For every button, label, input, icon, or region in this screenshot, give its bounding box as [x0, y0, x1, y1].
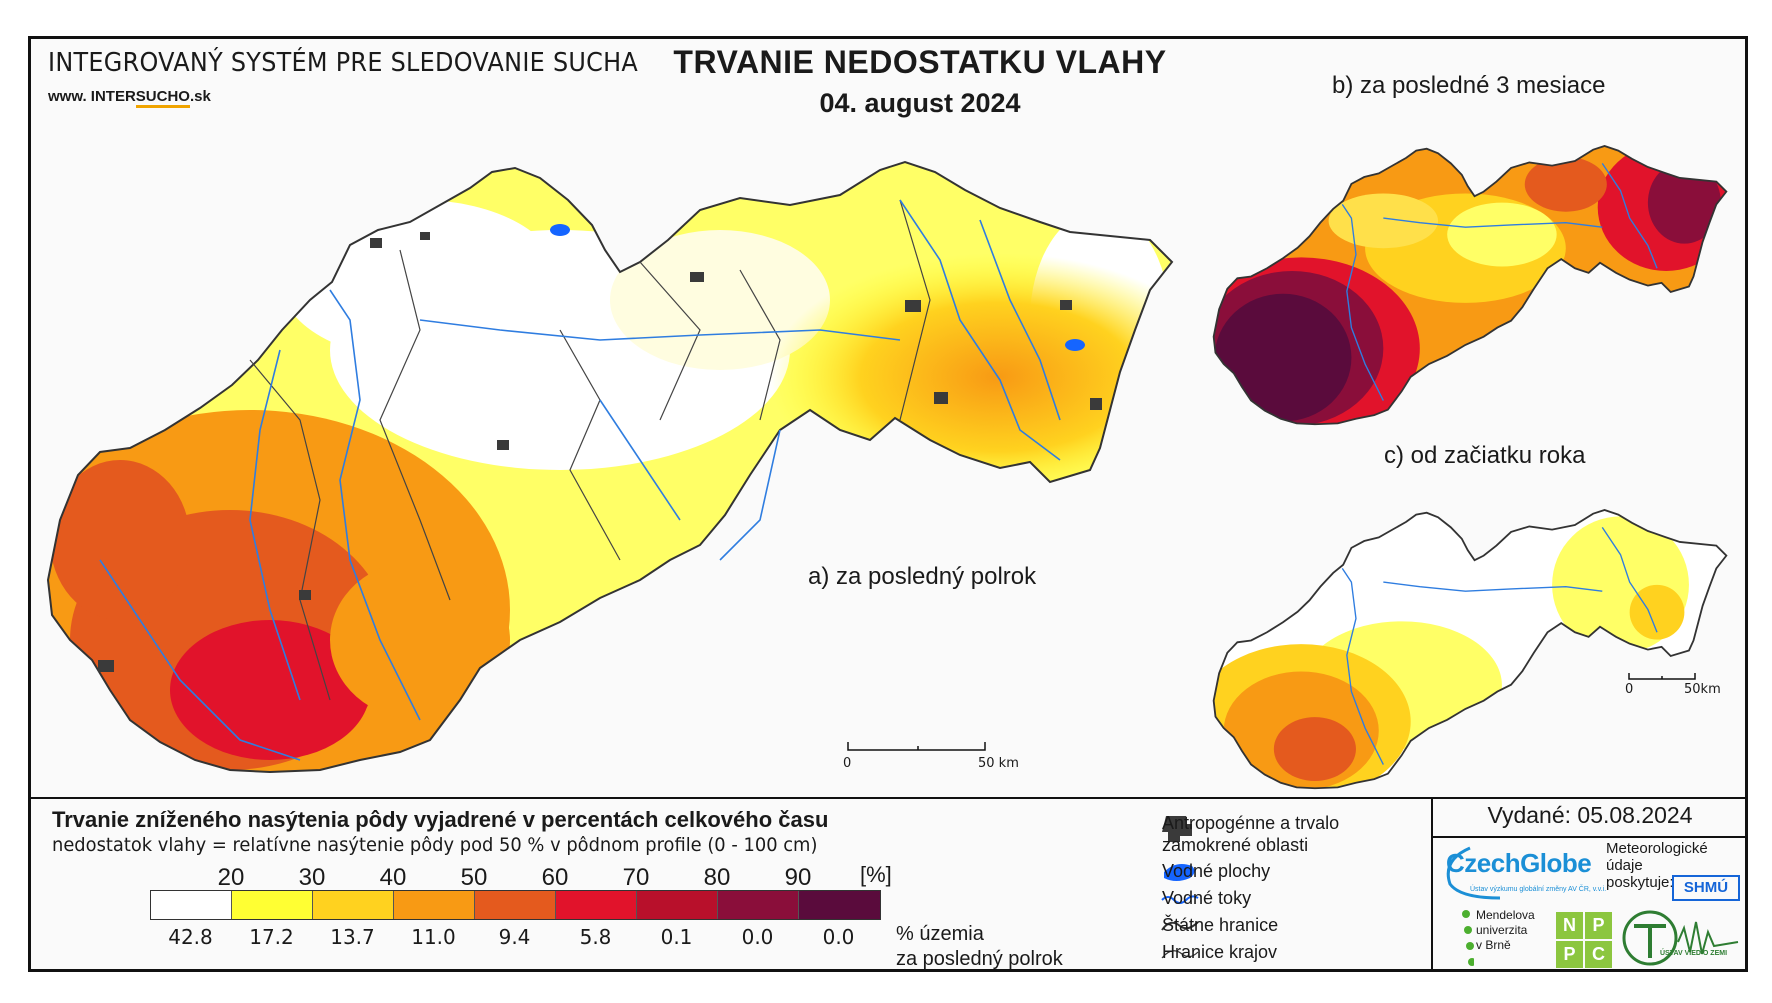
pct-label-line-2: za posledný polrok	[896, 948, 1063, 970]
map-date: 04. august 2024	[819, 88, 1021, 118]
legend-tick: 80	[703, 864, 731, 891]
legend-tick: 30	[298, 864, 326, 891]
system-title: INTEGROVANÝ SYSTÉM PRE SLEDOVANIE SUCHA	[48, 48, 639, 78]
mendel-logo: Mendelova univerzita v Brně	[1476, 908, 1535, 953]
colorbar-class	[313, 891, 394, 919]
nppc-letter: P	[1585, 912, 1612, 939]
url-suffix: .sk	[189, 88, 211, 105]
meteo-line-2: údaje	[1606, 857, 1643, 874]
mendel-line-2: univerzita	[1476, 923, 1528, 937]
pct-area-label: % územia za posledný polrok	[896, 922, 1063, 972]
footer-separator	[1431, 797, 1433, 972]
colorbar-class	[151, 891, 232, 919]
legend-percentage: 0.0	[822, 925, 855, 949]
label-b: b) za posledné 3 mesiace	[1332, 72, 1606, 99]
legend-tick: 20	[217, 864, 245, 891]
url-sucho: SUCHO	[135, 88, 190, 108]
nppc-logo: N P P C	[1556, 912, 1612, 968]
anthropogenic-icon	[1162, 816, 1192, 842]
czechglobe-subtitle: Ústav výzkumu globální změny AV ČR, v.v.…	[1470, 886, 1607, 893]
legend-tick: 70	[622, 864, 650, 891]
legend-percentage: 9.4	[498, 925, 531, 949]
czechglobe-logo-arc	[1446, 846, 1501, 900]
scale-a-zero: 0	[843, 756, 852, 771]
colorbar-class	[394, 891, 475, 919]
colorbar-class	[799, 891, 880, 919]
meteo-line-3: poskytuje:	[1606, 874, 1674, 891]
region-border-icon	[1161, 950, 1199, 959]
legend-water-bodies: Vodné plochy	[1162, 861, 1271, 881]
legend-percentage: 0.1	[660, 925, 693, 949]
pct-label-line-1: % územia	[896, 923, 984, 945]
legend-anthropogenic: Antropogénne a trvalo zamokrené oblasti	[1162, 812, 1339, 856]
nppc-letter: N	[1556, 912, 1583, 939]
legend-state-border: Štátne hranice	[1162, 915, 1279, 935]
czechglobe-logo: CzechGlobe	[1446, 848, 1592, 878]
legend-percentage: 13.7	[330, 925, 375, 949]
uvz-logo-icon	[1622, 910, 1739, 966]
legend-rivers: Vodné toky	[1162, 888, 1252, 908]
legend-tick: 60	[541, 864, 569, 891]
legend-title: Trvanie zníženého nasýtenia pôdy vyjadre…	[52, 807, 829, 832]
intersucho-url[interactable]: www. INTERSUCHO.sk	[48, 88, 211, 108]
legend-anthropogenic-line-2: zamokrené oblasti	[1162, 835, 1309, 855]
map-b-last-3-months	[1212, 145, 1728, 426]
meteo-line-1: Meteorologické	[1606, 840, 1708, 857]
colorbar-class	[232, 891, 313, 919]
legend-separator	[28, 797, 1748, 799]
legend-region-border: Hranice krajov	[1162, 942, 1278, 962]
legend-tick: 50	[460, 864, 488, 891]
legend-tick: 90	[784, 864, 812, 891]
scale-c-bar	[1628, 673, 1696, 680]
legend-percentage: 42.8	[168, 925, 213, 949]
nppc-letter: P	[1556, 941, 1583, 968]
legend-unit: [%]	[860, 862, 892, 887]
symbol-legend-icons	[1161, 816, 1199, 959]
uvz-logo-text: ÚSTAV VIED O ZEMI	[1660, 950, 1728, 957]
issued-date: Vydané: 05.08.2024	[1487, 802, 1693, 828]
legend-colorbar	[150, 890, 881, 920]
legend-subtitle: nedostatok vlahy = relatívne nasýtenie p…	[52, 834, 818, 856]
scale-a-50km: 50 km	[978, 756, 1019, 771]
colorbar-class	[556, 891, 637, 919]
legend-percentage: 11.0	[411, 925, 456, 949]
url-prefix: www.	[48, 88, 91, 105]
meteo-provider-text: Meteorologické údaje poskytuje:	[1606, 840, 1708, 891]
mendel-dots-icon	[1462, 910, 1474, 966]
colorbar-class	[475, 891, 556, 919]
mendel-line-3: v Brně	[1476, 938, 1511, 952]
nppc-letter: C	[1585, 941, 1612, 968]
label-c: c) od začiatku roka	[1384, 442, 1586, 469]
scale-c-50km: 50km	[1684, 682, 1721, 697]
river-icon	[1161, 895, 1199, 904]
legend-percentage: 0.0	[741, 925, 774, 949]
legend-tick: 40	[379, 864, 407, 891]
water-body-icon	[1164, 864, 1195, 881]
colorbar-class	[637, 891, 718, 919]
state-border-icon	[1161, 921, 1199, 931]
url-inter: INTER	[90, 88, 136, 105]
issued-separator	[1433, 836, 1748, 838]
main-title: TRVANIE NEDOSTATKU VLAHY	[673, 44, 1167, 80]
colorbar-class	[718, 891, 799, 919]
scale-c-zero: 0	[1625, 682, 1634, 697]
label-a: a) za posledný polrok	[808, 563, 1037, 590]
map-c-since-start-of-year	[1212, 509, 1728, 790]
mendel-line-1: Mendelova	[1476, 908, 1535, 922]
shmu-logo: SHMÚ	[1672, 875, 1740, 901]
legend-percentage: 17.2	[249, 925, 294, 949]
legend-percentage: 5.8	[579, 925, 612, 949]
legend-anthropogenic-line-1: Antropogénne a trvalo	[1162, 813, 1340, 833]
